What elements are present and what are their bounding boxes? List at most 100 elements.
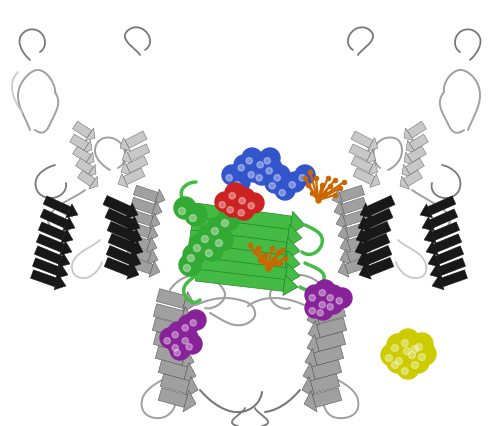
Circle shape	[229, 193, 235, 199]
Polygon shape	[126, 221, 151, 238]
Polygon shape	[156, 289, 186, 308]
Circle shape	[174, 350, 180, 356]
Circle shape	[168, 322, 188, 342]
Polygon shape	[72, 121, 92, 138]
Circle shape	[190, 215, 196, 222]
Polygon shape	[185, 377, 198, 398]
Circle shape	[257, 161, 264, 168]
Circle shape	[194, 245, 200, 252]
Polygon shape	[58, 253, 70, 267]
Circle shape	[197, 225, 219, 247]
Polygon shape	[406, 158, 424, 175]
Polygon shape	[147, 249, 158, 265]
Polygon shape	[178, 320, 192, 342]
Circle shape	[397, 357, 419, 379]
Polygon shape	[54, 276, 66, 290]
Circle shape	[404, 348, 410, 354]
Circle shape	[222, 219, 228, 227]
Polygon shape	[154, 304, 184, 323]
Circle shape	[182, 334, 202, 354]
Polygon shape	[284, 250, 300, 274]
Polygon shape	[338, 261, 349, 277]
Polygon shape	[189, 230, 287, 256]
Polygon shape	[334, 201, 345, 217]
Polygon shape	[343, 209, 368, 226]
Polygon shape	[358, 216, 371, 232]
Polygon shape	[154, 332, 184, 351]
Circle shape	[397, 329, 419, 351]
Circle shape	[411, 333, 433, 355]
Polygon shape	[34, 246, 62, 264]
Circle shape	[178, 328, 198, 348]
Polygon shape	[424, 229, 436, 243]
Circle shape	[285, 172, 305, 192]
Polygon shape	[351, 131, 373, 148]
Polygon shape	[105, 208, 133, 228]
Polygon shape	[134, 185, 158, 202]
Polygon shape	[438, 258, 466, 276]
Circle shape	[189, 234, 211, 256]
Polygon shape	[126, 156, 148, 173]
Circle shape	[323, 294, 343, 314]
Polygon shape	[82, 140, 92, 153]
Polygon shape	[128, 252, 141, 268]
Circle shape	[235, 188, 255, 208]
Polygon shape	[308, 320, 321, 342]
Polygon shape	[340, 249, 351, 265]
Circle shape	[188, 255, 194, 262]
Circle shape	[309, 295, 316, 301]
Polygon shape	[191, 217, 289, 243]
Circle shape	[289, 181, 296, 188]
Polygon shape	[332, 189, 344, 205]
Polygon shape	[355, 240, 368, 256]
Circle shape	[418, 354, 426, 360]
Polygon shape	[420, 204, 432, 218]
Circle shape	[246, 158, 252, 164]
Circle shape	[184, 265, 190, 272]
Polygon shape	[404, 170, 422, 187]
Polygon shape	[182, 291, 195, 313]
Circle shape	[234, 200, 254, 220]
Polygon shape	[410, 134, 428, 150]
Circle shape	[402, 340, 408, 347]
Circle shape	[186, 344, 192, 350]
Polygon shape	[160, 374, 190, 394]
Polygon shape	[32, 258, 60, 276]
Polygon shape	[367, 196, 395, 216]
Polygon shape	[422, 217, 434, 231]
Polygon shape	[362, 233, 390, 253]
Polygon shape	[353, 168, 375, 185]
Polygon shape	[303, 363, 316, 384]
Circle shape	[386, 354, 392, 362]
Circle shape	[252, 165, 272, 185]
Circle shape	[160, 328, 180, 348]
Polygon shape	[122, 150, 132, 164]
Circle shape	[323, 285, 343, 305]
Circle shape	[207, 217, 229, 239]
Polygon shape	[307, 334, 320, 356]
Polygon shape	[338, 225, 349, 241]
Circle shape	[412, 362, 418, 368]
Polygon shape	[428, 253, 440, 267]
Circle shape	[319, 290, 326, 296]
Polygon shape	[130, 197, 155, 214]
Circle shape	[230, 172, 250, 192]
Circle shape	[216, 239, 222, 247]
Circle shape	[170, 340, 190, 360]
Polygon shape	[120, 138, 130, 151]
Polygon shape	[428, 196, 456, 215]
Polygon shape	[106, 245, 134, 265]
Circle shape	[234, 181, 240, 188]
Polygon shape	[181, 348, 194, 370]
Polygon shape	[304, 391, 317, 412]
Polygon shape	[127, 216, 140, 232]
Polygon shape	[151, 201, 162, 217]
Polygon shape	[340, 237, 351, 253]
Circle shape	[256, 175, 262, 181]
Circle shape	[299, 175, 306, 181]
Circle shape	[336, 298, 342, 304]
Polygon shape	[364, 222, 391, 241]
Polygon shape	[316, 332, 346, 351]
Circle shape	[392, 345, 398, 351]
Circle shape	[248, 172, 254, 178]
